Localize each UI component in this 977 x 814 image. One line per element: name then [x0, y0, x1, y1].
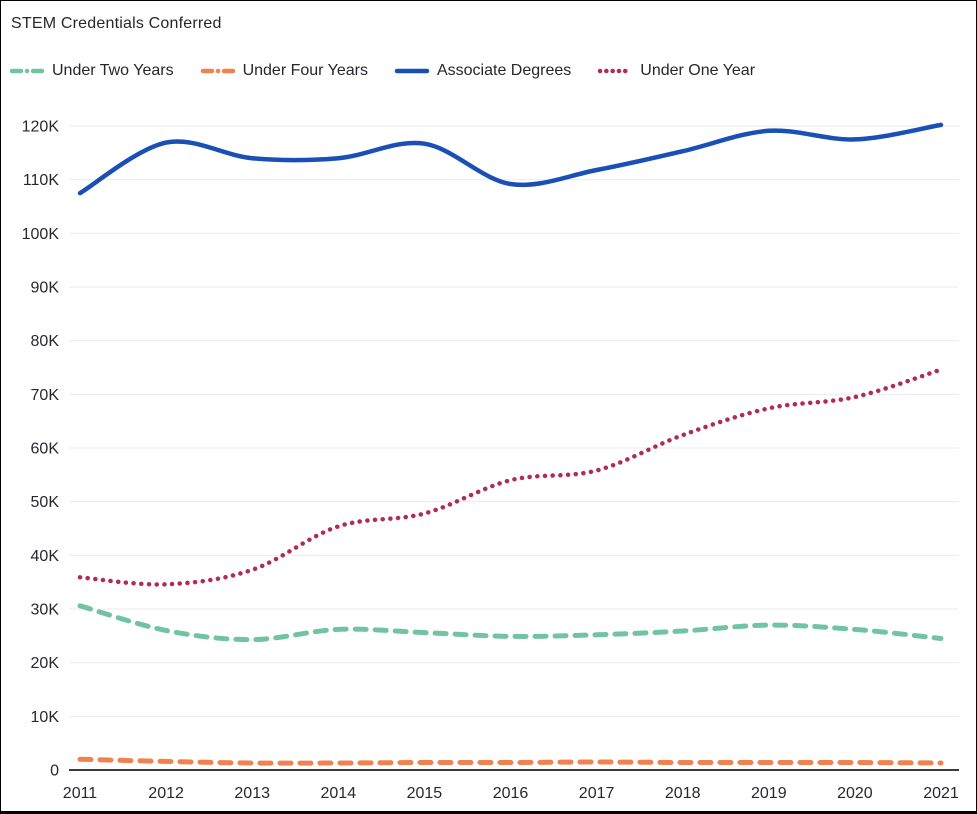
y-tick-label: 20K [31, 655, 60, 672]
y-tick-label: 90K [31, 280, 60, 297]
legend-item-under-one-year[interactable]: Under One Year [597, 62, 755, 80]
legend-marker-line-icon [394, 68, 430, 74]
x-tick-label: 2016 [493, 785, 529, 802]
x-tick-label: 2011 [63, 785, 98, 802]
y-tick-label: 110K [23, 172, 60, 189]
legend: Under Two Years Under Four Years Associa… [9, 62, 755, 80]
y-tick-label: 0 [50, 763, 59, 780]
y-tick-label: 30K [31, 602, 60, 619]
legend-marker-dots-icon [598, 68, 631, 74]
x-tick-label: 2017 [579, 785, 615, 802]
x-tick-label: 2015 [407, 785, 443, 802]
x-tick-label: 2013 [234, 785, 270, 802]
legend-label: Under One Year [640, 62, 756, 79]
legend-label: Under Two Years [52, 62, 174, 79]
x-tick-label: 2021 [923, 785, 959, 802]
x-tick-label: 2020 [837, 785, 873, 802]
x-tick-label: 2012 [148, 785, 184, 802]
y-tick-label: 50K [31, 494, 60, 511]
y-tick-label: 120K [22, 119, 60, 136]
y-tick-label: 40K [31, 548, 60, 565]
series-line-under-four-years [77, 756, 944, 766]
x-tick-label: 2014 [321, 785, 357, 802]
legend-item-under-two-years[interactable]: Under Two Years [9, 62, 174, 80]
x-tick-label: 2018 [665, 785, 701, 802]
chart-title: STEM Credentials Conferred [11, 15, 222, 32]
legend-label: Associate Degrees [436, 62, 572, 79]
series-line-under-two-years [77, 603, 944, 643]
x-tick-label: 2019 [751, 785, 787, 802]
series-line-associate-degrees [77, 122, 944, 196]
y-tick-label: 70K [31, 387, 60, 404]
y-tick-label: 10K [31, 709, 60, 726]
series-line-under-one-year [77, 367, 944, 587]
legend-marker-dash-icon [9, 68, 45, 74]
legend-label: Under Four Years [242, 62, 368, 79]
y-tick-label: 100K [22, 226, 60, 243]
y-tick-label: 80K [31, 333, 60, 350]
legend-item-associate-degrees[interactable]: Associate Degrees [394, 62, 571, 80]
y-tick-label: 60K [31, 441, 60, 458]
legend-item-under-four-years[interactable]: Under Four Years [200, 62, 368, 80]
legend-marker-dash-icon [200, 68, 235, 74]
